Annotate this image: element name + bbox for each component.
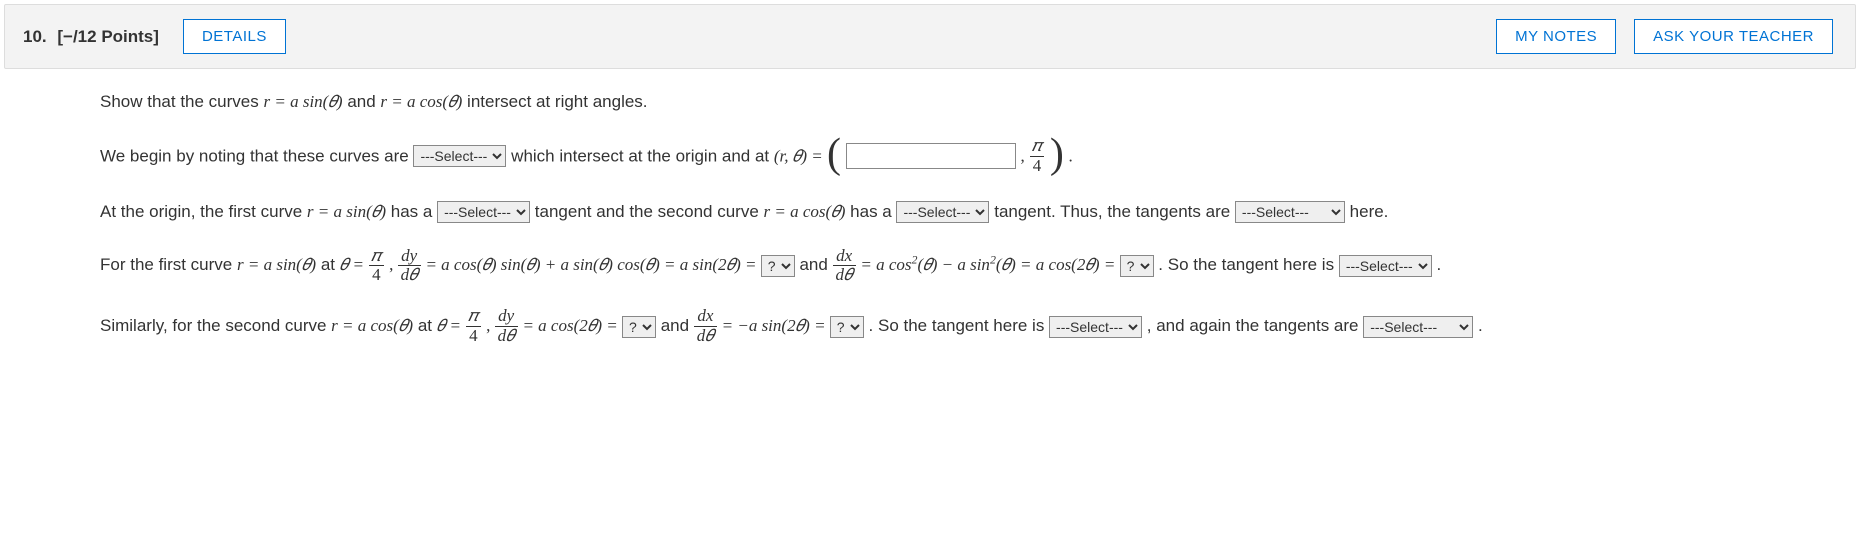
- select-tangent-here-2[interactable]: ---Select---: [1049, 316, 1142, 338]
- text: here.: [1350, 202, 1389, 221]
- text: . So the tangent here is: [1158, 255, 1339, 274]
- question-number: 10. [−/12 Points]: [23, 27, 159, 47]
- select-tangent-here-1[interactable]: ---Select---: [1339, 255, 1432, 277]
- text: and: [661, 316, 694, 335]
- paragraph-3: At the origin, the first curve r = a sin…: [100, 197, 1820, 225]
- fraction-dx-dtheta: dx d𝜃: [694, 307, 717, 345]
- question-header: 10. [−/12 Points] DETAILS MY NOTES ASK Y…: [4, 4, 1856, 69]
- select-curve-type[interactable]: ---Select---: [413, 145, 506, 167]
- text: .: [1478, 316, 1483, 335]
- paragraph-2: We begin by noting that these curves are…: [100, 135, 1820, 177]
- text: at: [418, 316, 437, 335]
- fraction-pi-4: 𝜋 4: [465, 307, 481, 345]
- fraction-dy-dtheta: dy d𝜃: [495, 307, 518, 345]
- math-expression: r = a sin(𝜃): [237, 255, 316, 274]
- math-expression: = a cos(𝜃) sin(𝜃) + a sin(𝜃) cos(𝜃) = a …: [425, 255, 760, 274]
- ask-teacher-button[interactable]: ASK YOUR TEACHER: [1634, 19, 1833, 54]
- text: Similarly, for the second curve: [100, 316, 331, 335]
- question-body: Show that the curves r = a sin(𝜃) and r …: [0, 69, 1860, 385]
- select-dy-dtheta-1[interactable]: ?: [761, 255, 795, 277]
- text: At the origin, the first curve: [100, 202, 307, 221]
- fraction-pi-4: 𝜋 4: [368, 247, 384, 285]
- text: .: [1437, 255, 1442, 274]
- intro-paragraph: Show that the curves r = a sin(𝜃) and r …: [100, 87, 1820, 115]
- math-expression: r = a cos(𝜃): [380, 92, 462, 111]
- text: , and again the tangents are: [1147, 316, 1363, 335]
- math-expression: (r, 𝜃) =: [774, 147, 827, 166]
- text: at: [321, 255, 340, 274]
- select-tangents-relation-2[interactable]: ---Select---: [1363, 316, 1473, 338]
- select-tangents-relation-1[interactable]: ---Select---: [1235, 201, 1345, 223]
- text: intersect at right angles.: [467, 92, 647, 111]
- text: .: [1069, 147, 1073, 166]
- open-paren-icon: (: [827, 133, 841, 175]
- math-expression: r = a sin(𝜃): [263, 92, 342, 111]
- close-paren-icon: ): [1050, 133, 1064, 175]
- text: and: [347, 92, 380, 111]
- details-button[interactable]: DETAILS: [183, 19, 286, 54]
- math-expression: = a cos(2𝜃) =: [522, 316, 622, 335]
- r-value-input[interactable]: [846, 143, 1016, 169]
- text: Show that the curves: [100, 92, 263, 111]
- math-expression: = −a sin(2𝜃) =: [722, 316, 830, 335]
- math-expression: = a cos2(𝜃) − a sin2(𝜃) = a cos(2𝜃) =: [860, 255, 1119, 274]
- text: tangent. Thus, the tangents are: [994, 202, 1235, 221]
- text: and: [799, 255, 832, 274]
- fraction-pi-4: 𝜋 4: [1029, 137, 1045, 175]
- paragraph-5: Similarly, for the second curve r = a co…: [100, 306, 1820, 347]
- math-expression: 𝜃 =: [340, 255, 369, 274]
- select-dx-dtheta-1[interactable]: ?: [1120, 255, 1154, 277]
- header-left: 10. [−/12 Points] DETAILS: [23, 19, 286, 54]
- text: has a: [850, 202, 896, 221]
- math-expression: 𝜃 =: [437, 316, 466, 335]
- text: ,: [1020, 147, 1029, 166]
- fraction-dx-dtheta: dx d𝜃: [833, 247, 856, 285]
- my-notes-button[interactable]: MY NOTES: [1496, 19, 1616, 54]
- paragraph-4: For the first curve r = a sin(𝜃) at 𝜃 = …: [100, 245, 1820, 286]
- text: . So the tangent here is: [869, 316, 1050, 335]
- select-dx-dtheta-2[interactable]: ?: [830, 316, 864, 338]
- text: ,: [486, 316, 495, 335]
- text: which intersect at the origin and at: [511, 147, 774, 166]
- select-tangent-1[interactable]: ---Select---: [437, 201, 530, 223]
- text: ,: [389, 255, 398, 274]
- select-dy-dtheta-2[interactable]: ?: [622, 316, 656, 338]
- header-right: MY NOTES ASK YOUR TEACHER: [1496, 19, 1833, 54]
- math-expression: r = a sin(𝜃): [307, 202, 386, 221]
- text: For the first curve: [100, 255, 237, 274]
- select-tangent-2[interactable]: ---Select---: [896, 201, 989, 223]
- math-expression: r = a cos(𝜃): [331, 316, 413, 335]
- text: has a: [391, 202, 437, 221]
- fraction-dy-dtheta: dy d𝜃: [398, 247, 421, 285]
- text: tangent and the second curve: [535, 202, 764, 221]
- text: We begin by noting that these curves are: [100, 147, 413, 166]
- math-expression: r = a cos(𝜃): [764, 202, 846, 221]
